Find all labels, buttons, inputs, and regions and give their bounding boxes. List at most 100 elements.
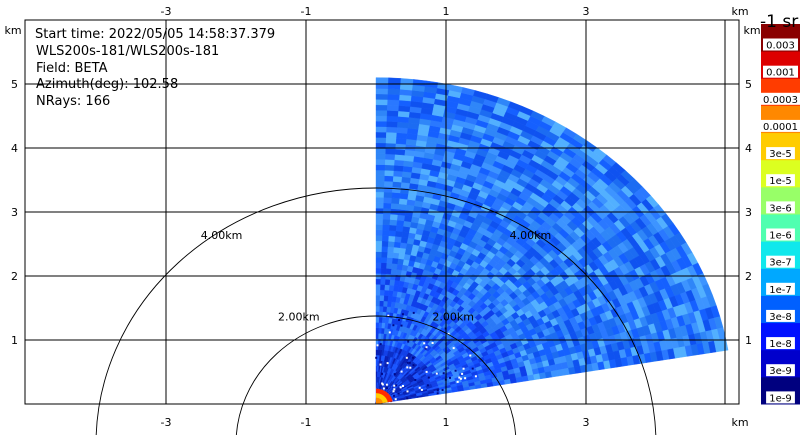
field-cell — [391, 197, 401, 205]
field-cell — [375, 175, 385, 182]
field-speckle — [461, 372, 464, 375]
colorbar-label-bg — [763, 38, 798, 51]
field-speckle — [397, 392, 400, 395]
field-speckle — [406, 361, 409, 364]
field-cell — [486, 382, 494, 388]
field-cell — [384, 170, 395, 177]
field-cell — [375, 284, 381, 291]
field-cell — [398, 203, 408, 211]
field-cell — [385, 148, 396, 155]
field-cell — [383, 208, 392, 215]
nrays-label: NRays: 166 — [36, 94, 110, 109]
colorbar-label-bg — [759, 92, 800, 105]
origin-hotspot — [376, 397, 383, 404]
field-cell — [382, 218, 391, 226]
field-cell — [392, 252, 400, 259]
azimuth-label: Azimuth(deg): 102.58 — [36, 77, 178, 92]
field-cell — [375, 240, 383, 247]
field-cell — [387, 99, 400, 106]
field-cell — [389, 219, 398, 226]
field-speckle — [407, 340, 410, 343]
field-speckle — [400, 370, 403, 373]
field-speckle — [423, 342, 426, 345]
field-speckle — [381, 382, 384, 385]
field-cell — [386, 257, 394, 264]
field-cell — [375, 153, 386, 160]
field-cell — [380, 278, 386, 285]
field-cell — [375, 207, 384, 214]
field-cell — [375, 115, 388, 122]
colorbar-label: 3e-9 — [769, 366, 792, 377]
field-cell — [383, 202, 392, 209]
field-speckle — [406, 390, 409, 393]
colorbar-label-bg — [766, 391, 795, 404]
field-cell — [388, 77, 402, 85]
colorbar-title: -1 sr — [760, 12, 798, 32]
colorbar-label: 0.0001 — [763, 122, 798, 133]
field-cell — [375, 169, 386, 176]
field-cell — [375, 186, 385, 193]
field-speckle — [386, 387, 388, 390]
field-cell — [394, 159, 405, 167]
x-tick-label-top: -3 — [161, 5, 172, 18]
field-speckle — [405, 356, 408, 359]
field-cell — [375, 126, 387, 133]
field-cell — [381, 262, 388, 269]
field-speckle — [436, 392, 439, 395]
field-cell — [387, 246, 395, 253]
colorbar-label: 1e-5 — [769, 176, 792, 187]
colorbar-label: 3e-6 — [769, 203, 792, 214]
field-cell — [385, 273, 392, 280]
field-speckle — [425, 346, 428, 349]
x-tick-label-bottom: 1 — [443, 416, 450, 429]
field-cell — [375, 197, 385, 204]
field-cell — [387, 104, 400, 112]
range-ring-label-right: 4.00km — [510, 229, 552, 242]
field-cell — [375, 262, 382, 269]
colorbar-label-bg — [766, 174, 795, 187]
field-cell — [386, 115, 399, 123]
field-speckle — [398, 319, 400, 321]
field-speckle — [464, 377, 467, 380]
field-speckle — [401, 313, 404, 316]
field-cell — [389, 213, 399, 221]
field-cell — [375, 148, 387, 155]
y-unit-label-left: km — [4, 24, 21, 37]
field-cell — [387, 88, 401, 95]
field-cell — [380, 284, 386, 291]
range-ring-label-right: 2.00km — [432, 311, 474, 324]
colorbar-label-bg — [766, 255, 795, 268]
field-cell — [375, 99, 388, 106]
range-ring-label-left: 2.00km — [278, 311, 320, 324]
y-unit-label-right: km — [743, 24, 760, 37]
colorbar-label: 3e-7 — [769, 258, 792, 269]
field-speckle — [376, 344, 379, 347]
x-tick-label-top: 1 — [443, 5, 450, 18]
field-cell — [384, 284, 390, 291]
info-text: Start time: 2022/05/05 14:58:37.379 WLS2… — [35, 27, 275, 109]
field-speckle — [379, 343, 382, 346]
field-speckle — [426, 384, 429, 387]
field-cell — [393, 165, 404, 172]
field-cell — [385, 268, 392, 275]
field-cell — [384, 175, 394, 182]
x-unit-label-bottom: km — [731, 416, 748, 429]
field-cell — [379, 305, 384, 312]
colorbar-label: 3e-5 — [769, 149, 792, 160]
field-cell — [387, 240, 395, 248]
range-rings: 2.00km 2.00km 4.00km 4.00km — [95, 187, 657, 435]
field-speckle — [385, 383, 388, 386]
field-speckle — [435, 372, 438, 375]
grid-lines — [25, 20, 739, 404]
field-cell — [391, 192, 401, 199]
colorbar-label: 0.003 — [766, 41, 795, 52]
field-speckle — [392, 324, 395, 327]
field-cell — [394, 154, 406, 161]
field-cell — [392, 257, 399, 265]
field-speckle — [474, 375, 477, 378]
x-unit-label-top: km — [731, 5, 748, 18]
y-tick-label-left: 2 — [11, 270, 18, 283]
y-tick-label-right: 5 — [745, 78, 752, 91]
field-cell — [375, 289, 381, 296]
field-speckle — [425, 370, 428, 373]
